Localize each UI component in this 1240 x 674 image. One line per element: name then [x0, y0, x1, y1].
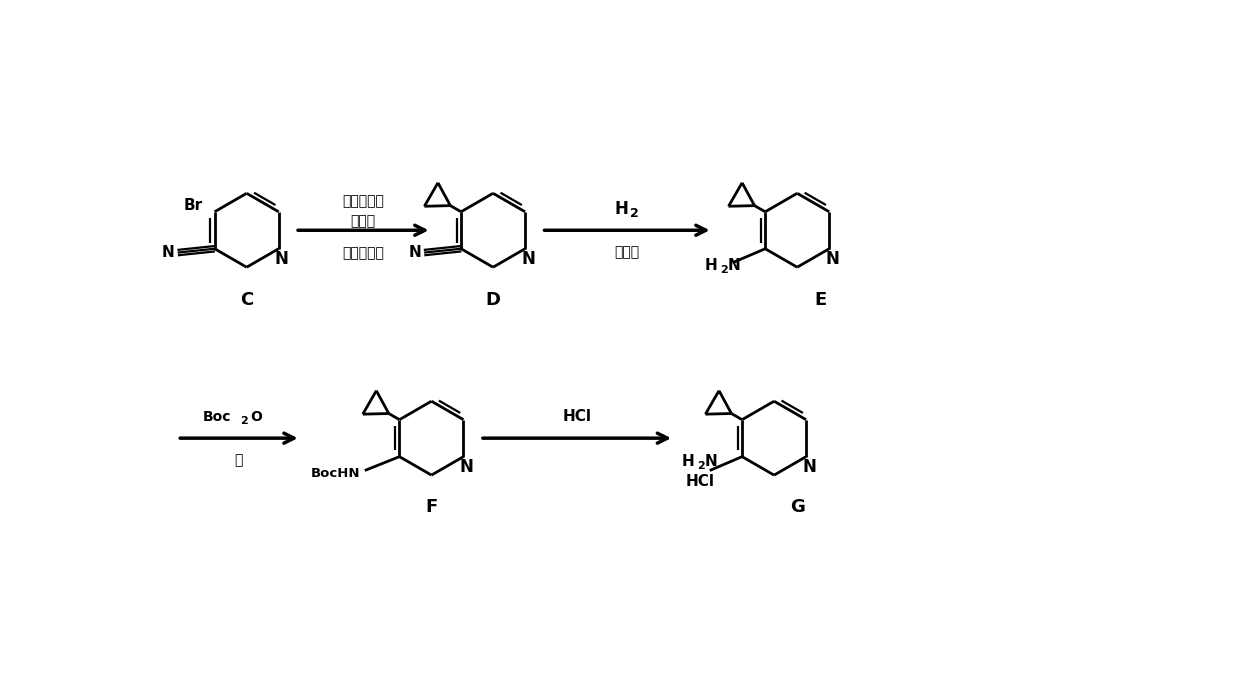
Text: HCl: HCl	[563, 409, 591, 424]
Text: N: N	[408, 245, 422, 260]
Text: E: E	[815, 290, 826, 309]
Text: BocHN: BocHN	[311, 467, 361, 480]
Text: 催化剂: 催化剂	[615, 245, 640, 259]
Text: N: N	[275, 250, 289, 268]
Text: H: H	[682, 454, 694, 468]
Text: N: N	[521, 250, 536, 268]
Text: 碱: 碱	[234, 453, 243, 466]
Text: D: D	[486, 290, 501, 309]
Text: N: N	[802, 458, 816, 476]
Text: 膦配体: 膦配体	[351, 214, 376, 228]
Text: Boc: Boc	[203, 410, 232, 423]
Text: N: N	[727, 258, 740, 273]
Text: HCl: HCl	[686, 474, 714, 489]
Text: H: H	[704, 258, 718, 273]
Text: Br: Br	[184, 198, 202, 213]
Text: 碱，催化剂: 碱，催化剂	[342, 247, 384, 260]
Text: F: F	[425, 499, 438, 516]
Text: 2: 2	[239, 417, 248, 426]
Text: N: N	[826, 250, 839, 268]
Text: O: O	[250, 410, 262, 423]
Text: N: N	[704, 454, 717, 468]
Text: H: H	[615, 200, 629, 218]
Text: 2: 2	[630, 207, 639, 220]
Text: 环丙基硼酸: 环丙基硼酸	[342, 194, 384, 208]
Text: N: N	[162, 245, 175, 260]
Text: 2: 2	[697, 461, 706, 471]
Text: 2: 2	[720, 266, 728, 275]
Text: C: C	[241, 290, 253, 309]
Text: N: N	[460, 458, 474, 476]
Text: G: G	[790, 499, 805, 516]
